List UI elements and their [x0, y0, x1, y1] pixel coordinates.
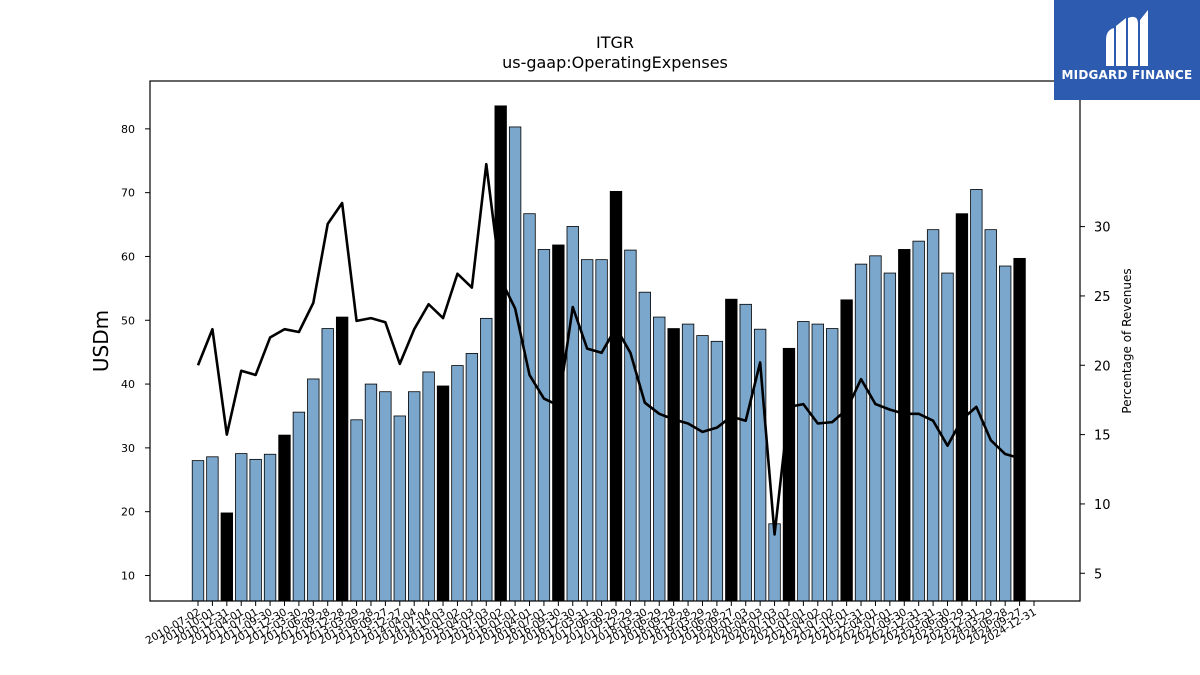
- bar-2021-07-02: [826, 328, 839, 602]
- bar-2022-04-01: [869, 255, 882, 602]
- bar-2015-04-03: [465, 353, 479, 602]
- y-tick-label: 40: [121, 378, 135, 391]
- y-tick-label: 70: [121, 187, 135, 200]
- brand-logo: MIDGARD FINANCE: [1054, 0, 1200, 100]
- bar-2013-09-27: [379, 391, 392, 602]
- bar-2020-10-02: [782, 347, 796, 602]
- percentage-line: [196, 162, 1020, 536]
- bar-2023-09-29: [955, 213, 969, 602]
- y-tick-label: 80: [121, 123, 135, 136]
- y-axis-label: USDm: [89, 310, 113, 372]
- bar-2022-09-30: [898, 249, 911, 602]
- chart-title: ITGR: [595, 33, 634, 52]
- chart-subtitle: us-gaap:OperatingExpenses: [502, 53, 728, 72]
- bar-2018-09-28: [667, 328, 680, 602]
- bar-2016-12-30: [566, 226, 579, 602]
- bar-2010-07-02: [191, 460, 205, 602]
- y-tick-label: 10: [121, 569, 135, 582]
- bar-2024-03-29: [984, 229, 997, 602]
- plot-frame: [149, 80, 1081, 602]
- bar-2016-09-30: [552, 244, 565, 602]
- bar-2023-12-31: [970, 189, 983, 602]
- line-layer: [196, 162, 1020, 536]
- bar-2019-06-28: [710, 340, 724, 602]
- bar-2019-09-27: [725, 298, 738, 602]
- bar-2017-06-30: [595, 259, 608, 602]
- brand-name: MIDGARD FINANCE: [1061, 68, 1193, 82]
- bar-2021-10-01: [840, 299, 853, 602]
- bar-2011-04-01: [235, 453, 248, 602]
- bar-2022-12-31: [912, 240, 925, 602]
- bar-2011-12-30: [278, 434, 291, 602]
- bar-2014-10-03: [436, 385, 450, 602]
- y2-tick-label: 5: [1094, 567, 1102, 582]
- bar-2018-03-30: [638, 291, 651, 602]
- y2-tick-label: 30: [1094, 221, 1111, 236]
- right-axis-ticks: 5 10 15 20 25 30: [1080, 221, 1111, 582]
- bar-2016-01-01: [508, 126, 522, 602]
- bar-2021-12-31: [854, 263, 868, 602]
- bar-2017-09-29: [609, 190, 623, 602]
- bar-2015-01-02: [451, 365, 464, 602]
- y2-tick-label: 10: [1094, 498, 1111, 513]
- bar-2016-04-01: [523, 213, 536, 602]
- bar-2014-07-04: [422, 371, 435, 602]
- bar-2015-10-02: [494, 105, 507, 602]
- bars: [191, 105, 1026, 602]
- bar-2013-06-28: [364, 383, 378, 602]
- bar-2017-12-29: [624, 249, 637, 602]
- y2-tick-label: 20: [1094, 359, 1111, 374]
- bar-2011-07-01: [249, 458, 262, 602]
- bar-2016-07-01: [537, 249, 551, 602]
- bar-2018-06-29: [653, 316, 666, 602]
- bar-2019-03-29: [696, 335, 709, 602]
- bar-2012-06-29: [307, 378, 320, 602]
- bar-2011-09-30: [263, 453, 277, 602]
- bar-2010-10-01: [206, 456, 219, 602]
- y2-tick-label: 25: [1094, 290, 1111, 305]
- bar-2012-09-28: [321, 328, 334, 602]
- bar-2012-12-28: [335, 316, 349, 602]
- bar-2012-03-30: [292, 411, 306, 602]
- bar-2014-04-04: [408, 391, 421, 602]
- x-axis-ticks: 2010-07-022010-10-012010-12-312011-04-01…: [144, 601, 1039, 647]
- bar-2021-04-02: [811, 323, 824, 602]
- bar-2015-07-03: [480, 317, 493, 602]
- bar-2020-01-03: [739, 303, 752, 602]
- bar-2022-07-01: [883, 272, 897, 602]
- bar-2021-01-01: [797, 321, 810, 602]
- y-tick-label: 50: [121, 314, 135, 327]
- bar-2023-03-31: [926, 229, 940, 602]
- y-tick-label: 30: [121, 442, 135, 455]
- midgard-m-icon: [1106, 10, 1148, 66]
- bar-2013-12-27: [393, 415, 406, 602]
- bar-2013-03-29: [350, 419, 363, 602]
- left-axis-ticks: 10 20 30 40 50 60 70 80: [121, 123, 150, 582]
- bar-2010-12-31: [220, 512, 233, 602]
- y2-tick-label: 15: [1094, 429, 1111, 444]
- bar-2018-12-28: [681, 323, 695, 602]
- bar-2017-03-31: [581, 259, 594, 602]
- bar-2024-06-28: [999, 265, 1012, 602]
- bar-2024-09-27: [1013, 257, 1026, 602]
- y2-axis-label: Percentage of Revenues: [1120, 268, 1134, 413]
- y-tick-label: 20: [121, 506, 135, 519]
- y-tick-label: 60: [121, 250, 135, 263]
